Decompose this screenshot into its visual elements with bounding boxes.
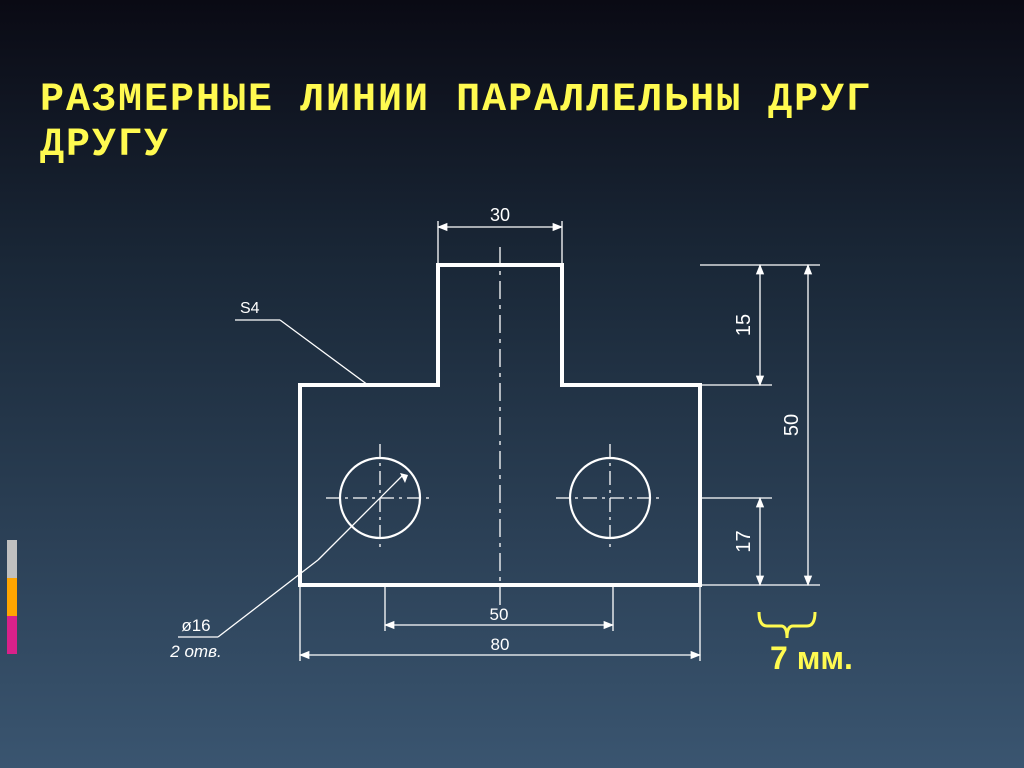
svg-text:30: 30 <box>490 205 510 225</box>
svg-text:50: 50 <box>781 414 803 436</box>
svg-text:2 отв.: 2 отв. <box>169 642 221 661</box>
accent-bar <box>7 578 17 616</box>
svg-text:80: 80 <box>491 635 510 654</box>
accent-bar <box>7 540 17 578</box>
svg-text:15: 15 <box>733 314 755 336</box>
svg-text:50: 50 <box>490 605 509 624</box>
accent-bar <box>7 616 17 654</box>
svg-text:S4: S4 <box>240 300 260 317</box>
page-title: РАЗМЕРНЫЕ ЛИНИИ ПАРАЛЛЕЛЬНЫ ДРУГ ДРУГУ <box>40 78 1024 168</box>
technical-drawing: S4 ø16 2 отв. 30 50 80 15 17 50 <box>160 165 910 710</box>
svg-text:17: 17 <box>733 530 755 552</box>
side-accent-bars <box>7 540 17 654</box>
gap-dimension-label: 7 мм. <box>770 640 853 677</box>
svg-text:ø16: ø16 <box>181 616 210 635</box>
